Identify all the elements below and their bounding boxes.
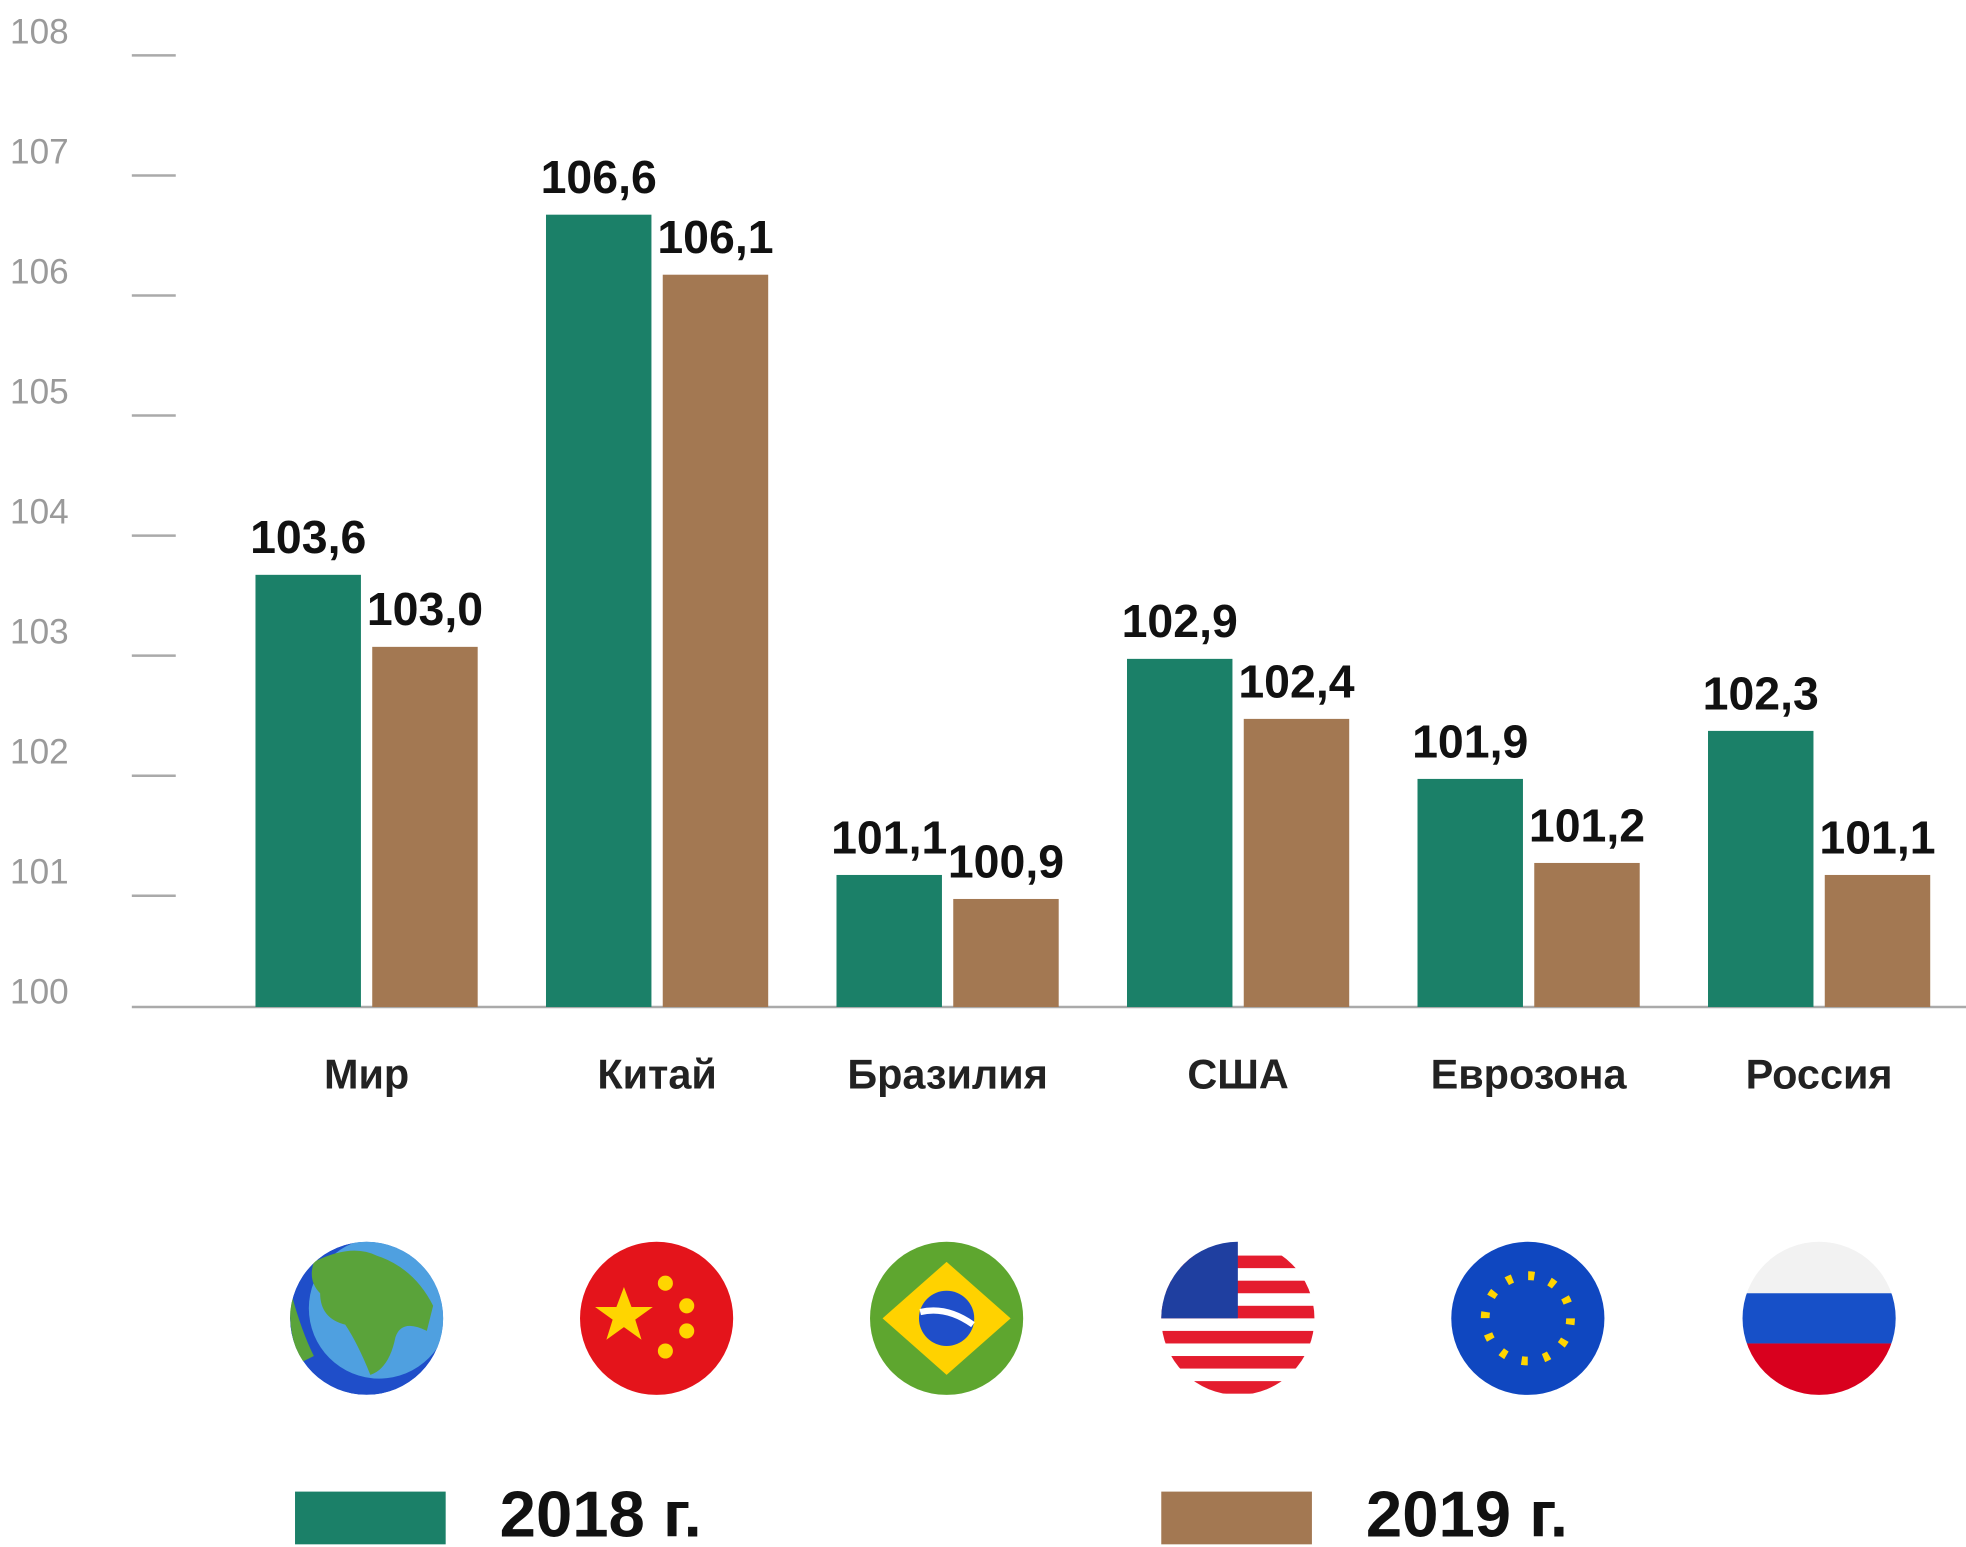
value-label: 101,1	[831, 811, 947, 863]
value-label: 102,9	[1122, 595, 1238, 647]
x-tick-label: Бразилия	[847, 1051, 1048, 1097]
value-label: 101,9	[1412, 715, 1528, 767]
value-label: 101,2	[1529, 799, 1645, 851]
bar	[1417, 778, 1523, 1008]
legend-swatch	[295, 1491, 446, 1545]
y-tick-label: 105	[10, 372, 69, 411]
flag-icons	[290, 1241, 1896, 1395]
y-tick-label: 101	[10, 853, 69, 892]
y-tick-label: 104	[10, 493, 69, 532]
usa-flag-icon	[1161, 1241, 1315, 1395]
bar	[662, 274, 769, 1008]
x-tick-label: Еврозона	[1431, 1051, 1628, 1097]
y-tick-label: 108	[10, 12, 69, 51]
legend-swatch	[1161, 1491, 1312, 1545]
bar	[1243, 718, 1350, 1008]
y-tick-label: 102	[10, 733, 69, 772]
bar	[255, 574, 361, 1008]
bar	[545, 214, 652, 1008]
bar	[372, 646, 478, 1008]
legend-label: 2019 г.	[1366, 1477, 1568, 1547]
bar	[836, 874, 942, 1008]
value-label: 103,0	[367, 583, 483, 635]
value-label: 106,6	[541, 151, 657, 203]
legend-label: 2018 г.	[500, 1477, 702, 1547]
y-tick-label: 103	[10, 613, 69, 652]
y-tick-label: 100	[10, 973, 69, 1012]
y-tick-label: 107	[10, 132, 69, 171]
globe-icon	[290, 1241, 444, 1395]
bar	[1708, 730, 1814, 1008]
x-tick-label: Китай	[597, 1051, 717, 1097]
brazil-flag-icon	[870, 1241, 1024, 1395]
value-label: 103,6	[250, 511, 366, 563]
russia-flag-icon	[1742, 1241, 1896, 1395]
x-tick-label: США	[1187, 1051, 1288, 1097]
value-label: 100,9	[948, 835, 1064, 887]
eu-flag-icon	[1451, 1241, 1605, 1395]
x-tick-label: Россия	[1746, 1051, 1893, 1097]
value-label: 106,1	[657, 211, 773, 263]
y-tick-label: 106	[10, 252, 69, 291]
value-label: 102,3	[1703, 667, 1819, 719]
x-tick-label: Мир	[324, 1051, 409, 1097]
bar	[1824, 874, 1931, 1008]
bar	[1534, 862, 1640, 1008]
value-label: 101,1	[1819, 811, 1935, 863]
bar	[953, 898, 1059, 1008]
china-flag-icon	[580, 1241, 734, 1395]
value-label: 102,4	[1238, 655, 1354, 707]
bar	[1126, 658, 1233, 1008]
